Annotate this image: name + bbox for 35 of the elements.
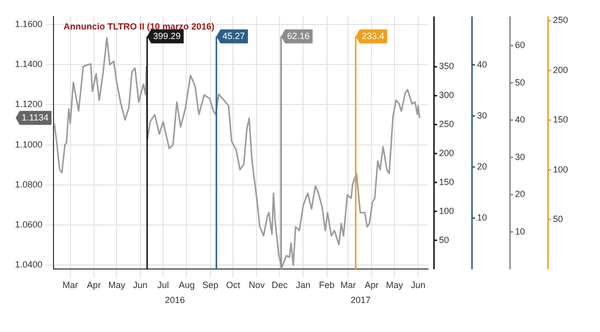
x-tick-label: Mar: [340, 280, 356, 290]
x-tick-label: Apr: [86, 280, 101, 290]
x-tick-label: Feb: [319, 280, 335, 290]
y-tick-label: 1.0600: [14, 220, 43, 230]
text: 40 30 20 10: [477, 59, 488, 223]
x-tick-label: Mar: [62, 280, 78, 290]
x-tick-label: Jun: [410, 280, 426, 290]
ref-line-label: 399.29: [153, 30, 181, 41]
y-tick-label: 1.1400: [14, 59, 43, 70]
ref-line-label: 45.27: [222, 30, 245, 41]
y-tick-label: 1.1600: [14, 18, 43, 29]
x-tick-label: Dec: [272, 280, 288, 290]
x-tick-label: Jul: [157, 280, 169, 290]
y-tick-label: 1.0800: [14, 179, 43, 190]
x-tick-label: May: [108, 280, 126, 290]
x-tick-label: Aug: [178, 280, 195, 290]
y-tick-label: 1.0400: [14, 260, 43, 270]
x-tick-label: Jun: [133, 280, 148, 290]
x-tick-label: Sep: [202, 280, 218, 290]
x-tick-label: Nov: [248, 280, 266, 290]
x-tick-label: Apr: [364, 280, 379, 290]
text: 60 50 40 30 20 10: [515, 40, 526, 236]
annotation: Annuncio TLTRO II (10 marzo 2016): [64, 21, 214, 32]
ref-line-label: 62.16: [287, 30, 310, 41]
annotation: 1.1134: [22, 112, 49, 122]
x-tick-label: Jan: [296, 280, 310, 290]
text: 350 300 250 200 150 100 50: [439, 61, 454, 245]
text: 2017: [350, 294, 371, 305]
text: 2016: [164, 294, 185, 305]
x-tick-label: May: [386, 280, 404, 290]
y-tick-label: 1.1000: [14, 139, 43, 150]
y-tick-label: 1.1200: [14, 99, 43, 110]
x-tick-label: Oct: [226, 280, 241, 290]
text: 250 200 150 100 50: [553, 15, 568, 224]
ref-line-label: 233.4: [362, 30, 384, 41]
